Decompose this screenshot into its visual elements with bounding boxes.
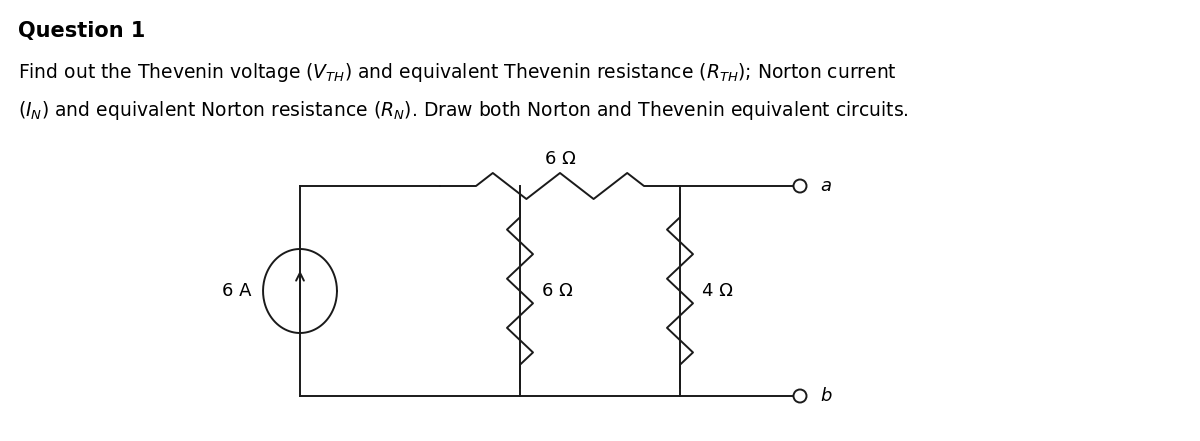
Text: ($I_N$) and equivalent Norton resistance ($R_N$). Draw both Norton and Thevenin : ($I_N$) and equivalent Norton resistance… bbox=[18, 99, 908, 122]
Text: b: b bbox=[820, 387, 832, 405]
Text: 6 Ω: 6 Ω bbox=[545, 150, 575, 168]
Text: 4 Ω: 4 Ω bbox=[702, 282, 733, 300]
Text: Find out the Thevenin voltage ($V_{TH}$) and equivalent Thevenin resistance ($R_: Find out the Thevenin voltage ($V_{TH}$)… bbox=[18, 61, 896, 84]
Text: Question 1: Question 1 bbox=[18, 21, 145, 41]
Circle shape bbox=[793, 179, 806, 193]
Text: 6 Ω: 6 Ω bbox=[542, 282, 572, 300]
Circle shape bbox=[793, 389, 806, 403]
Text: 6 A: 6 A bbox=[222, 282, 251, 300]
Text: a: a bbox=[820, 177, 830, 195]
